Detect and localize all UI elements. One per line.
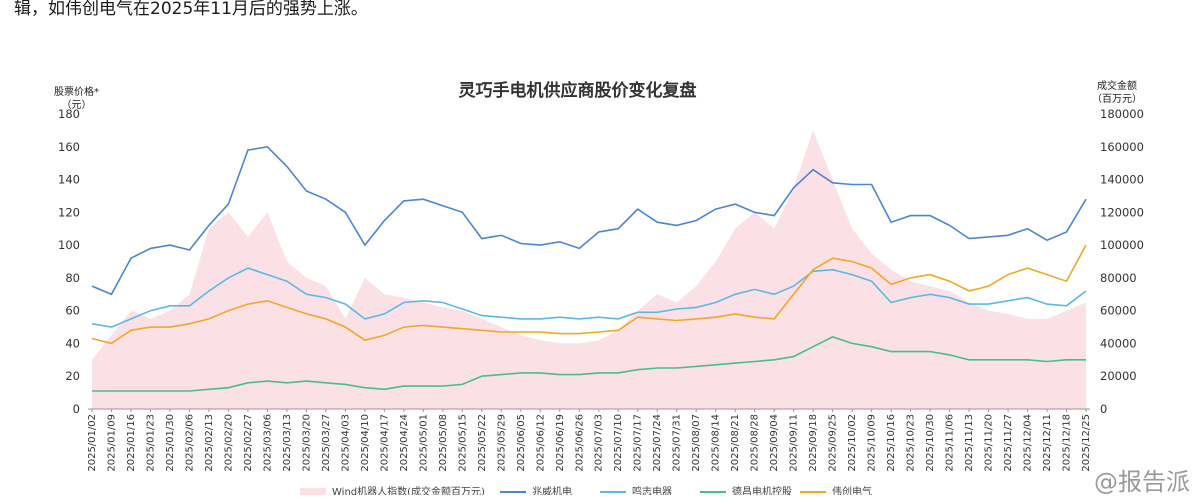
x-tick-label: 2025/10/16: [886, 414, 897, 472]
y-axis-right-title: 成交金额 （百万元）: [1092, 80, 1142, 106]
x-tick-label: 2025/09/25: [828, 414, 839, 472]
area-series-robot-index: [92, 130, 1086, 409]
y-left-tick-label: 120: [58, 205, 80, 219]
x-tick-label: 2025/05/22: [477, 414, 488, 472]
x-tick-label: 2025/05/29: [496, 414, 507, 472]
line-series-1: [91, 267, 1087, 328]
x-tick-label: 2025/06/26: [574, 414, 585, 472]
x-tick-label: 2025/01/09: [106, 414, 117, 472]
y-left-tick-label: 140: [58, 173, 80, 187]
x-tick-label: 2025/12/11: [1042, 414, 1053, 472]
y-right-tick-label: 120000: [1100, 205, 1144, 219]
y-right-tick-label: 140000: [1100, 173, 1144, 187]
x-tick-label: 2025/09/11: [789, 414, 800, 472]
y-right-tick-label: 60000: [1100, 304, 1137, 318]
x-tick-label: 2025/05/15: [457, 414, 468, 472]
x-tick-label: 2025/01/30: [165, 414, 176, 472]
x-tick-label: 2025/08/28: [750, 414, 761, 472]
y-left-tick-label: 180: [58, 107, 80, 121]
y-right-tick-label: 0: [1100, 402, 1107, 416]
x-tick-label: 2025/06/05: [516, 414, 527, 472]
x-tick-label: 2025/09/18: [808, 414, 819, 472]
y-left-tick-label: 40: [65, 336, 80, 350]
x-tick-label: 2025/01/02: [87, 414, 98, 472]
x-tick-label: 2025/02/13: [204, 414, 215, 472]
y-left-tick-label: 160: [58, 140, 80, 154]
x-tick-label: 2025/04/17: [379, 414, 390, 472]
x-tick-label: 2025/07/17: [633, 414, 644, 472]
x-tick-label: 2025/11/13: [964, 414, 975, 472]
line-series-2: [92, 336, 1086, 392]
y-left-tick-label: 20: [65, 369, 80, 383]
legend-label-area: Wind机器人指数(成交金额百万元): [332, 485, 485, 495]
x-tick-label: 2025/07/24: [652, 414, 663, 472]
y-left-tick-label: 100: [58, 238, 80, 252]
x-tick-label: 2025/08/07: [691, 414, 702, 472]
x-tick-label: 2025/11/27: [1003, 414, 1014, 472]
x-tick-label: 2025/10/23: [906, 414, 917, 472]
x-tick-label: 2025/01/16: [126, 414, 137, 472]
legend-swatch-area: [300, 488, 326, 495]
chart-title: 灵巧手电机供应商股价变化复盘: [458, 81, 697, 101]
y-right-tick-label: 100000: [1100, 238, 1144, 252]
y-left-tick-label: 80: [65, 271, 80, 285]
x-tick-label: 2025/07/31: [672, 414, 683, 472]
x-tick-label: 2025/12/04: [1023, 414, 1034, 472]
x-tick-label: 2025/05/01: [418, 414, 429, 472]
y-right-tick-label: 40000: [1100, 336, 1137, 350]
x-tick-label: 2025/01/23: [145, 414, 156, 472]
x-tick-label: 2025/08/14: [711, 414, 722, 472]
y-axis-right-unit: （百万元）: [1092, 94, 1142, 105]
x-tick-label: 2025/03/06: [262, 414, 273, 472]
x-tick-label: 2025/07/03: [594, 414, 605, 472]
legend-label-0: 兆威机电: [532, 485, 572, 495]
y-right-tick-label: 160000: [1100, 140, 1144, 154]
x-tick-label: 2025/04/24: [399, 414, 410, 472]
x-tick-label: 2025/08/21: [730, 414, 741, 472]
x-tick-label: 2025/02/20: [223, 414, 234, 472]
x-tick-label: 2025/04/03: [340, 414, 351, 472]
y-right-tick-label: 80000: [1100, 271, 1137, 285]
x-tick-label: 2025/07/10: [613, 414, 624, 472]
x-tick-label: 2025/03/27: [321, 414, 332, 472]
x-tick-label: 2025/10/09: [867, 414, 878, 472]
x-tick-label: 2025/11/06: [945, 414, 956, 472]
y-left-tick-label: 0: [73, 402, 80, 416]
line-series-0: [91, 145, 1087, 296]
x-tick-label: 2025/03/13: [282, 414, 293, 472]
x-tick-label: 2025/04/10: [360, 414, 371, 472]
x-tick-label: 2025/12/18: [1062, 414, 1073, 472]
legend-label-3: 伟创电气: [832, 485, 872, 495]
x-tick-label: 2025/11/20: [984, 414, 995, 472]
y-right-tick-label: 180000: [1100, 107, 1144, 121]
x-tick-label: 2025/02/27: [243, 414, 254, 472]
x-tick-label: 2025/05/08: [438, 414, 449, 472]
x-tick-label: 2025/10/02: [847, 414, 858, 472]
x-tick-label: 2025/06/12: [535, 414, 546, 472]
legend-label-2: 德昌电机控股: [732, 485, 792, 495]
x-tick-label: 2025/10/30: [925, 414, 936, 472]
y-axis-left-unit: （元）: [61, 100, 92, 111]
watermark: @报告派: [1094, 468, 1190, 496]
y-axis-left-label: 股票价格*: [54, 87, 99, 98]
x-tick-label: 2025/06/19: [555, 414, 566, 472]
line-series-3: [91, 244, 1087, 345]
x-tick-label: 2025/12/25: [1081, 414, 1092, 472]
y-axis-left-title: 股票价格* （元）: [54, 86, 99, 112]
y-right-tick-label: 20000: [1100, 369, 1137, 383]
x-tick-label: 2025/03/20: [301, 414, 312, 472]
x-tick-label: 2025/09/04: [769, 414, 780, 472]
x-tick-label: 2025/02/06: [184, 414, 195, 472]
intro-text: 辑，如伟创电气在2025年11月后的强势上涨。: [14, 0, 368, 19]
legend-label-1: 鸣志电器: [632, 485, 672, 495]
y-left-tick-label: 60: [65, 304, 80, 318]
y-axis-right-label: 成交金额: [1097, 81, 1137, 92]
